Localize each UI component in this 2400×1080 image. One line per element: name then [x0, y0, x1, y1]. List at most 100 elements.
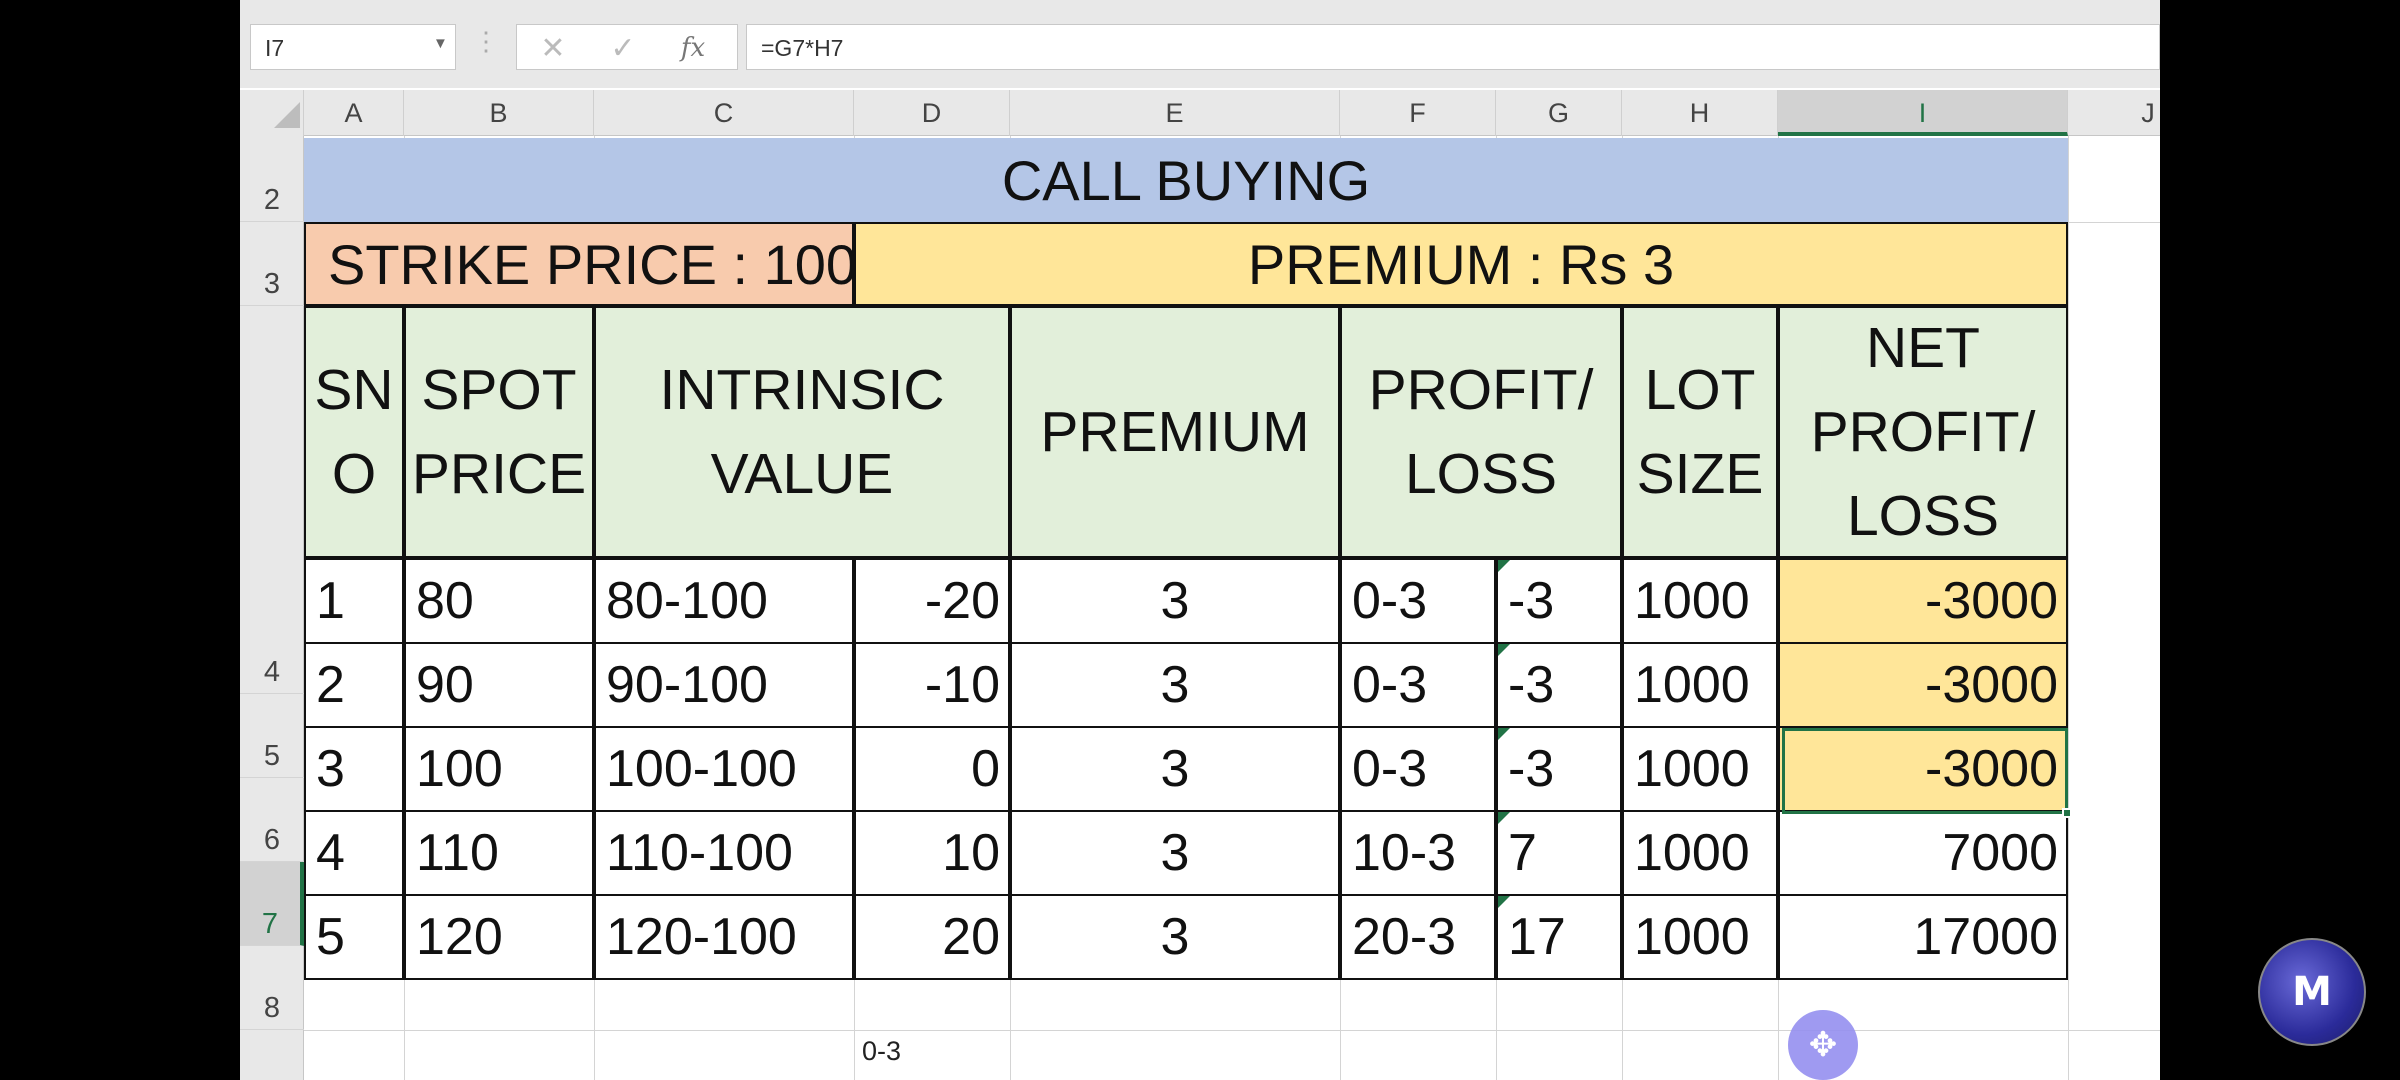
cell-lot-size[interactable]: 1000	[1622, 726, 1778, 812]
cell-pl-calc[interactable]: 20-3	[1340, 894, 1496, 980]
name-box[interactable]: I7 ▼	[250, 24, 456, 70]
formula-warning-icon[interactable]	[1498, 728, 1510, 740]
cell-premium[interactable]: 3	[1010, 726, 1340, 812]
column-header-i[interactable]: I	[1778, 90, 2068, 136]
strike-price-cell[interactable]: STRIKE PRICE : 100	[304, 222, 857, 306]
cell-pl-calc[interactable]: 0-3	[1340, 642, 1496, 728]
header-lot-size[interactable]: LOT SIZE	[1622, 306, 1778, 558]
cell-intrinsic-calc[interactable]: 90-100	[594, 642, 854, 728]
cell-intrinsic-value[interactable]: 0	[854, 726, 1010, 812]
cell-lot-size[interactable]: 1000	[1622, 810, 1778, 896]
cell-lot-size[interactable]: 1000	[1622, 642, 1778, 728]
insert-function-icon[interactable]: fx	[680, 33, 706, 63]
cell-net-profit-loss[interactable]: -3000	[1778, 558, 2068, 644]
cell-premium[interactable]: 3	[1010, 642, 1340, 728]
row-header-5[interactable]: 5	[240, 694, 304, 778]
column-header-g[interactable]: G	[1496, 90, 1622, 136]
header-sno[interactable]: SN O	[304, 306, 404, 558]
row-header-label: 2	[263, 184, 281, 216]
cell-lot-size[interactable]: 1000	[1622, 558, 1778, 644]
row-header-4[interactable]: 4	[240, 306, 304, 694]
header-intrinsic-value[interactable]: INTRINSIC VALUE	[594, 306, 1010, 558]
column-header-d[interactable]: D	[854, 90, 1010, 136]
cell-sno[interactable]: 5	[304, 894, 404, 980]
formula-warning-icon[interactable]	[1498, 896, 1510, 908]
column-header-j[interactable]: J	[2141, 98, 2155, 128]
column-header-h[interactable]: H	[1622, 90, 1778, 136]
formula-warning-icon[interactable]	[1498, 812, 1510, 824]
cell-profit-loss[interactable]: 17	[1496, 894, 1622, 980]
enter-icon[interactable]: ✓	[610, 32, 636, 65]
cell-intrinsic-value[interactable]: -10	[854, 642, 1010, 728]
cell-d11[interactable]: 0-3	[862, 1036, 902, 1066]
cell-spot-price[interactable]: 90	[404, 642, 594, 728]
cell-intrinsic-calc[interactable]: 100-100	[594, 726, 854, 812]
header-premium-label: PREMIUM	[1040, 400, 1310, 464]
cell-profit-loss[interactable]: 7	[1496, 810, 1622, 896]
row-header-9[interactable]: 9	[240, 1030, 304, 1080]
cell-pl-calc[interactable]: 0-3	[1340, 726, 1496, 812]
cell-net-profit-loss[interactable]: 17000	[1778, 894, 2068, 980]
header-premium[interactable]: PREMIUM	[1010, 306, 1340, 558]
header-lot-size-label: LOT SIZE	[1636, 358, 1764, 506]
formula-warning-icon[interactable]	[1498, 560, 1510, 572]
cell-premium[interactable]: 3	[1010, 894, 1340, 980]
title-cell[interactable]: CALL BUYING	[304, 138, 2068, 222]
premium-banner-cell[interactable]: PREMIUM : Rs 3	[854, 222, 2068, 306]
cell-spot-price[interactable]: 120	[404, 894, 594, 980]
cell-net-profit-loss[interactable]: -3000	[1778, 642, 2068, 728]
row-header-label: 4	[263, 656, 281, 688]
column-header-c[interactable]: C	[594, 90, 854, 136]
row-header-7[interactable]: 7	[240, 862, 304, 946]
cursor-highlight-icon: ✥	[1788, 1010, 1858, 1080]
cell-profit-loss[interactable]: -3	[1496, 642, 1622, 728]
column-header-b[interactable]: B	[404, 90, 594, 136]
cell-intrinsic-value[interactable]: 20	[854, 894, 1010, 980]
column-header-e[interactable]: E	[1010, 90, 1340, 136]
column-header-a[interactable]: A	[304, 90, 404, 136]
cell-sno[interactable]: 4	[304, 810, 404, 896]
cell-profit-loss[interactable]: -3	[1496, 558, 1622, 644]
cell-sno[interactable]: 2	[304, 642, 404, 728]
cell-lot-size[interactable]: 1000	[1622, 894, 1778, 980]
cell-profit-loss[interactable]: -3	[1496, 726, 1622, 812]
row-header-bar: 2 3 4 5 6 7 8 9 10 11	[240, 136, 304, 1080]
formula-text: =G7*H7	[761, 35, 844, 61]
column-header-f[interactable]: F	[1340, 90, 1496, 136]
active-cell-border	[1782, 728, 2068, 814]
cell-pl-calc[interactable]: 10-3	[1340, 810, 1496, 896]
excel-window: I7 ▼ ⋮ ✕ ✓ fx =G7*H7 A B C D E F G H I J…	[240, 0, 2160, 1080]
formula-buttons: ✕ ✓ fx	[516, 24, 738, 70]
row-header-2[interactable]: 2	[240, 136, 304, 222]
cell-intrinsic-value[interactable]: -20	[854, 558, 1010, 644]
cell-intrinsic-calc[interactable]: 110-100	[594, 810, 854, 896]
row-header-3[interactable]: 3	[240, 222, 304, 306]
name-box-value: I7	[265, 35, 285, 61]
cell-spot-price[interactable]: 110	[404, 810, 594, 896]
fill-handle[interactable]	[2062, 808, 2072, 818]
row-header-8[interactable]: 8	[240, 946, 304, 1030]
cell-spot-price[interactable]: 80	[404, 558, 594, 644]
cell-intrinsic-calc[interactable]: 120-100	[594, 894, 854, 980]
cell-spot-price[interactable]: 100	[404, 726, 594, 812]
cell-pl-calc[interactable]: 0-3	[1340, 558, 1496, 644]
cell-premium[interactable]: 3	[1010, 558, 1340, 644]
cell-intrinsic-value[interactable]: 10	[854, 810, 1010, 896]
name-box-dropdown-icon[interactable]: ▼	[433, 35, 448, 52]
header-net-profit-loss[interactable]: NET PROFIT/ LOSS	[1778, 306, 2068, 558]
cell-sno[interactable]: 3	[304, 726, 404, 812]
header-profit-loss[interactable]: PROFIT/ LOSS	[1340, 306, 1622, 558]
formula-bar-grip-icon[interactable]: ⋮	[473, 26, 499, 56]
row-header-6[interactable]: 6	[240, 778, 304, 862]
select-all-button[interactable]	[240, 90, 304, 136]
header-spot-price[interactable]: SPOT PRICE	[404, 306, 594, 558]
cell-sno[interactable]: 1	[304, 558, 404, 644]
header-profit-loss-label: PROFIT/ LOSS	[1368, 358, 1594, 506]
cell-premium[interactable]: 3	[1010, 810, 1340, 896]
cell-net-profit-loss[interactable]: 7000	[1778, 810, 2068, 896]
formula-warning-icon[interactable]	[1498, 644, 1510, 656]
cancel-icon[interactable]: ✕	[540, 32, 566, 65]
cell-intrinsic-calc[interactable]: 80-100	[594, 558, 854, 644]
formula-input[interactable]: =G7*H7	[746, 24, 2160, 70]
cell-net-profit-loss-selected[interactable]: -3000	[1778, 726, 2068, 812]
